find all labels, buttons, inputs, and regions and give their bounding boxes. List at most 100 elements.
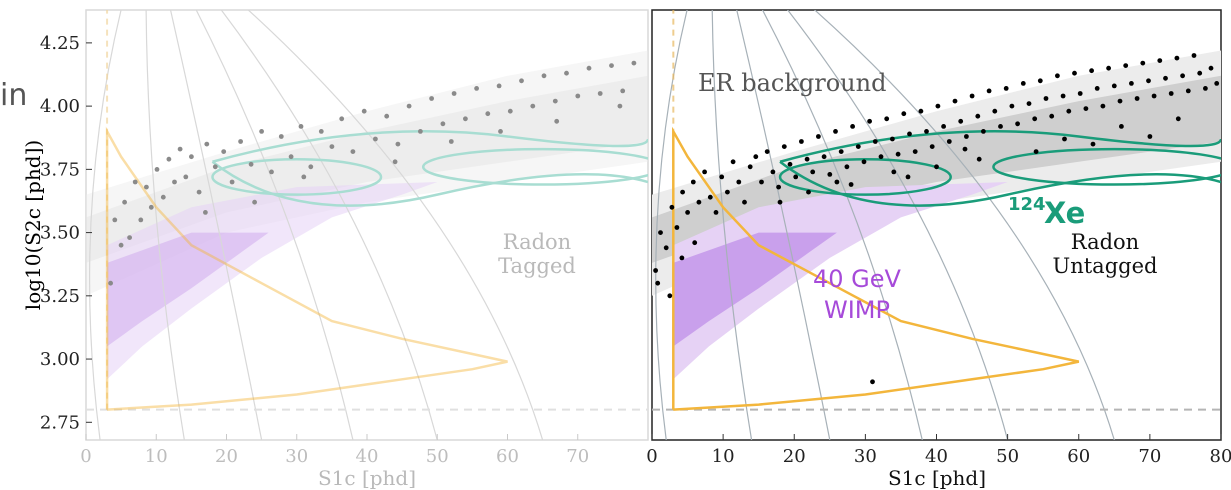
xe124-contour-outer-top [779,130,1221,163]
data-point [238,139,244,144]
data-point [962,146,968,152]
y-tick-label: 3.75 [40,159,80,180]
data-point [1134,96,1140,101]
data-point [507,108,513,114]
data-point [1033,149,1039,155]
data-point [679,255,685,261]
er-band-outer [86,50,648,296]
data-point [935,103,941,109]
data-point [308,164,314,170]
x-tick-label: 40 [925,446,948,467]
x-tick-label: 60 [1067,446,1090,467]
data-point [992,108,998,114]
data-point [655,280,661,286]
left-data-points [108,60,637,286]
data-point [713,210,719,215]
panel-left: 0 10 20 30 40 50 60 70 2.75 3.00 3.25 3.50 3.75 4.00 4… [21,9,649,490]
data-point [1185,88,1191,94]
data-point [451,91,457,96]
data-point [278,134,284,139]
data-point [895,151,901,157]
data-point [1009,103,1015,109]
energy-contour-line [145,10,185,440]
data-point [770,169,776,175]
data-point [554,118,560,124]
data-point [969,93,975,99]
x-tick-label: 40 [356,446,379,467]
data-point [1066,108,1072,114]
data-point [1037,78,1043,84]
y-tick-label: 2.75 [40,412,80,433]
data-point [890,136,895,142]
data-point [138,217,144,223]
right-data-points [653,53,1220,385]
data-point [702,169,707,175]
data-point [759,179,764,185]
data-point [1055,73,1060,79]
data-point [448,139,454,144]
wimp-label: WIMP [824,296,890,324]
y-tick-label: 3.00 [40,349,80,370]
data-point [1180,73,1185,79]
data-point [719,174,725,180]
data-point [680,189,685,195]
data-point [154,167,160,172]
data-point [1111,83,1117,89]
y-tick-label: 4.25 [40,33,80,54]
data-point [384,113,390,119]
data-point [707,194,713,200]
panel-right: 0 10 20 30 40 50 60 70 80 ER background 40 GeV W… [646,9,1231,490]
data-point [1077,91,1083,96]
energy-contour-line [761,10,923,440]
data-point [203,210,208,215]
left-radon-label: Radon [503,230,571,254]
data-point [183,174,189,180]
right-radon-label: Radon [1071,230,1139,254]
data-point [1163,75,1168,81]
data-point [440,121,446,127]
data-point [177,146,183,152]
energy-contour-line [220,10,438,440]
data-point [907,131,912,137]
left-radon-state: Tagged [498,254,576,278]
data-point [777,199,783,205]
data-point [541,73,547,79]
data-point [870,379,875,385]
data-point [998,124,1003,129]
data-point [753,154,759,160]
data-point [496,83,502,89]
data-point [878,154,884,160]
data-point [1083,106,1089,111]
data-point [429,96,434,101]
orange-contour [105,126,508,411]
data-point [810,169,816,175]
data-point [1062,136,1067,142]
energy-contour-line [813,10,1115,440]
data-point [855,144,861,150]
xe124-contour-large [421,147,648,186]
data-point [891,169,897,175]
er-background-label: ER background [698,69,886,97]
data-point [392,159,398,165]
energy-contour-line [88,10,122,440]
data-point [653,268,658,273]
x-tick-label: 10 [145,446,168,467]
orange-contour [672,126,1080,411]
data-point [259,129,264,134]
data-point [986,88,992,94]
data-point [918,108,924,114]
xe124-contour-small [211,157,383,196]
data-point [298,124,304,129]
data-point [912,149,918,155]
data-point [248,161,254,167]
data-point [975,113,981,119]
data-point [166,156,172,162]
data-point [658,230,663,236]
data-point [742,199,747,205]
y-tick-label: 3.50 [40,223,80,244]
x-tick-label: 20 [215,446,238,467]
data-point [964,134,969,139]
y-tick-label: 4.00 [40,96,80,117]
wimp-region-outer [107,182,438,380]
data-point [781,144,787,150]
